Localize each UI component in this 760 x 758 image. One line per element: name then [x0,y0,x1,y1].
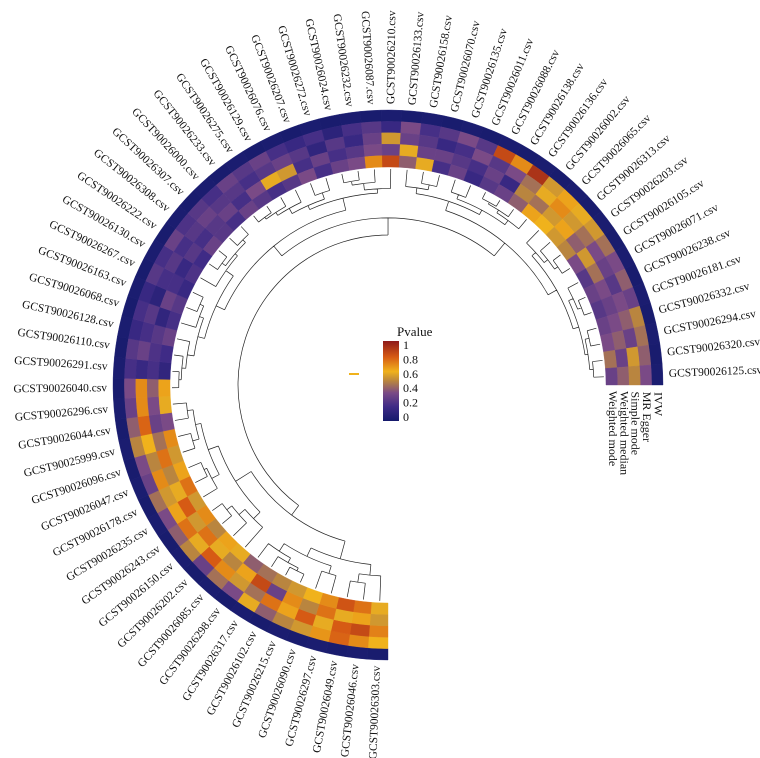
heat-cell [399,144,419,158]
heat-cell [158,378,171,397]
heat-cell [367,636,389,649]
heat-cell [361,121,382,135]
legend-colorbar [383,341,399,421]
heat-cell [362,132,383,146]
row-label: GCST90026087.csv [359,11,377,105]
heat-cell [158,395,172,415]
dendrogram-branches [172,169,604,601]
heat-cell [603,350,617,369]
heat-cell [415,157,435,172]
row-label: GCST90026110.csv [17,327,111,352]
row-label: GCST90026046.csv [339,663,362,758]
heat-cell [639,364,652,386]
heat-cell [650,363,664,386]
heat-cell [347,156,367,171]
row-label: GCST90026044.csv [17,425,112,452]
heat-cell [381,144,401,157]
heat-cell [381,132,401,145]
heat-cell [112,356,126,379]
method-label: Weighted median [617,391,631,475]
row-label: GCST90026296.csv [14,404,109,424]
method-label: IVW [651,392,665,417]
legend: Pvalue 10.80.60.40.20 [383,324,433,424]
heat-cell [399,132,421,147]
legend-key-dash [349,373,359,375]
row-label: GCST90026158.csv [428,14,455,109]
legend-title: Pvalue [397,324,433,339]
heat-cell [353,600,372,614]
row-label: GCST90026303.csv [367,665,383,758]
heat-cell [135,378,148,398]
method-label: Weighted mode [606,391,620,466]
heat-cell [605,367,618,386]
heat-cell [369,613,389,627]
heat-cell [124,378,137,399]
row-label: GCST90026291.csv [14,355,108,373]
method-label: MR Egger [640,392,654,442]
method-label: Simple mode [629,391,643,455]
heat-cell [160,412,175,432]
heat-cell [380,109,403,122]
row-label: GCST90026133.csv [407,11,427,106]
row-label: GCST90026232.csv [330,13,355,108]
heat-cell [147,360,160,380]
heat-cell [124,358,138,379]
heat-cell [616,366,630,386]
heat-cell [401,110,423,124]
row-label: GCST90026049.csv [311,660,341,754]
heat-cell [627,365,641,386]
heat-cell [400,121,422,136]
legend-tick: 1 [403,338,409,352]
heatmap-cells [112,109,664,661]
heat-cell [364,155,383,169]
heat-cell [158,361,172,380]
row-label: GCST90026320.csv [666,336,760,359]
heat-cell [368,624,389,638]
legend-tick: 0.8 [403,352,418,366]
heat-cell [381,155,400,168]
heat-cell [366,647,389,661]
heat-cell [370,602,389,615]
heat-cell [112,377,125,400]
row-label: GCST90026125.csv [669,364,760,380]
heat-cell [381,121,402,134]
heat-cell [351,611,371,626]
row-label: GCST90026040.csv [13,382,107,395]
row-label: GCST90026235.csv [64,525,150,584]
row-label: GCST90026294.csv [663,308,757,338]
legend-tick: 0.2 [403,396,418,410]
heat-cell [124,397,139,419]
heat-cell [135,396,150,418]
dendrogram [172,169,604,601]
row-label: GCST90026210.csv [385,10,398,104]
legend-tick: 0 [403,410,409,424]
heat-cell [113,398,127,420]
heat-cell [359,109,382,123]
heat-cell [135,359,149,380]
row-label: GCST90026138.csv [528,61,587,147]
legend-tick: 0.4 [403,381,418,395]
heat-cell [147,378,160,398]
heat-cell [363,144,383,157]
legend-tick: 0.6 [403,367,418,381]
heat-cell [398,155,418,169]
heat-cell [147,396,161,416]
heat-cell [159,344,174,364]
heat-cell [614,348,629,368]
